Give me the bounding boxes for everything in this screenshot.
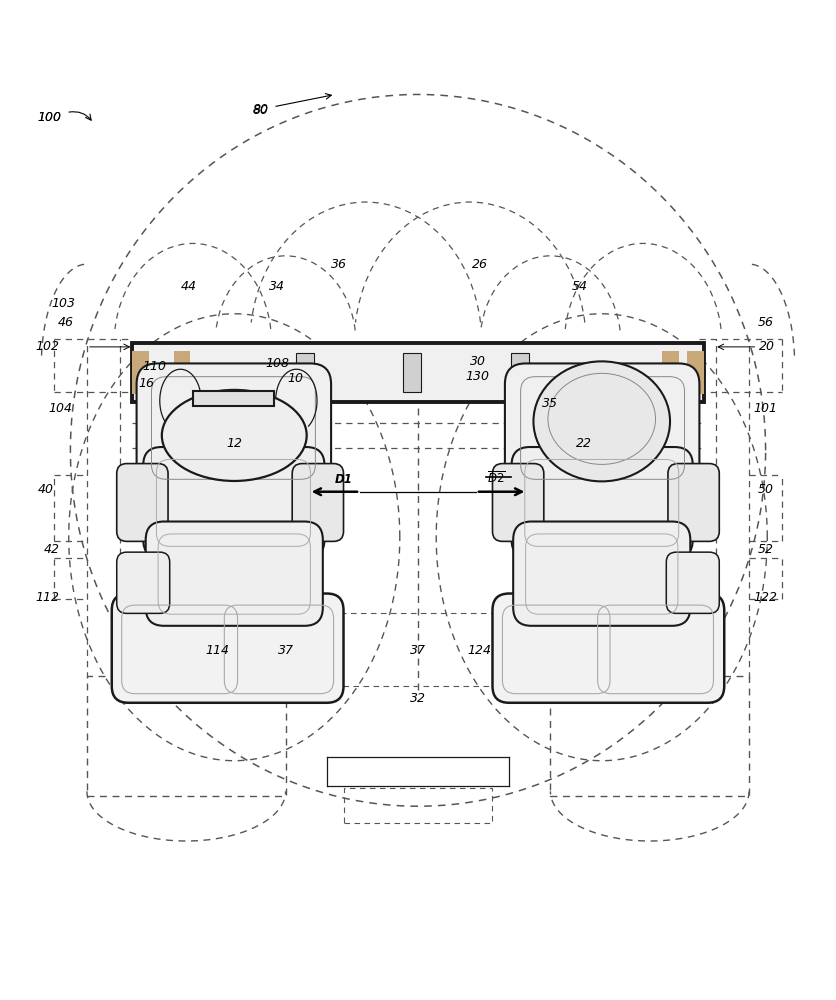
Text: 34: 34 xyxy=(269,280,285,293)
Text: 50: 50 xyxy=(757,483,773,496)
Text: 80: 80 xyxy=(252,104,268,117)
FancyBboxPatch shape xyxy=(492,594,724,703)
FancyBboxPatch shape xyxy=(293,464,344,541)
Text: 100: 100 xyxy=(38,111,62,124)
FancyBboxPatch shape xyxy=(668,464,719,541)
Text: 52: 52 xyxy=(757,543,773,556)
Text: 37: 37 xyxy=(278,644,293,657)
Bar xyxy=(511,353,529,392)
Bar xyxy=(550,676,749,796)
Text: 110: 110 xyxy=(143,360,167,373)
Ellipse shape xyxy=(548,373,655,464)
Text: 10: 10 xyxy=(288,372,303,385)
Text: 100: 100 xyxy=(38,111,62,124)
FancyBboxPatch shape xyxy=(513,522,691,626)
Text: 36: 36 xyxy=(331,258,348,271)
FancyBboxPatch shape xyxy=(117,464,168,541)
Bar xyxy=(132,351,149,394)
Text: 12: 12 xyxy=(227,437,242,450)
FancyBboxPatch shape xyxy=(505,363,700,492)
Text: 56: 56 xyxy=(757,316,773,329)
Ellipse shape xyxy=(533,361,670,481)
Text: 103: 103 xyxy=(52,297,76,310)
FancyBboxPatch shape xyxy=(666,552,719,613)
Text: 32: 32 xyxy=(410,692,426,705)
FancyBboxPatch shape xyxy=(136,363,331,492)
Text: 42: 42 xyxy=(44,543,60,556)
Text: 112: 112 xyxy=(35,591,59,604)
Text: $\overline{D2}$: $\overline{D2}$ xyxy=(487,470,506,486)
Text: 102: 102 xyxy=(35,340,59,353)
Text: 40: 40 xyxy=(38,483,54,496)
Bar xyxy=(174,351,191,394)
FancyBboxPatch shape xyxy=(145,522,323,626)
FancyBboxPatch shape xyxy=(117,552,170,613)
Text: 37: 37 xyxy=(410,644,426,657)
Text: 35: 35 xyxy=(543,397,558,410)
Bar xyxy=(132,343,704,402)
Text: 22: 22 xyxy=(575,437,592,450)
Bar xyxy=(87,676,286,796)
Text: 104: 104 xyxy=(48,402,73,415)
FancyBboxPatch shape xyxy=(112,594,344,703)
Bar xyxy=(344,788,492,823)
FancyBboxPatch shape xyxy=(492,464,543,541)
Bar xyxy=(662,351,679,394)
Text: 108: 108 xyxy=(265,357,289,370)
Bar xyxy=(193,391,274,406)
Text: 80: 80 xyxy=(252,103,268,116)
Text: 54: 54 xyxy=(571,280,588,293)
Text: 44: 44 xyxy=(181,280,196,293)
Text: 20: 20 xyxy=(759,340,775,353)
Text: D1: D1 xyxy=(334,473,353,486)
Text: 16: 16 xyxy=(139,377,155,390)
FancyBboxPatch shape xyxy=(143,447,324,558)
Bar xyxy=(687,351,704,394)
Bar xyxy=(295,353,314,392)
Ellipse shape xyxy=(162,390,307,481)
FancyBboxPatch shape xyxy=(512,447,693,558)
Text: 122: 122 xyxy=(753,591,777,604)
Text: 30: 30 xyxy=(470,355,486,368)
Bar xyxy=(323,613,513,686)
Text: 130: 130 xyxy=(466,370,490,383)
Text: 46: 46 xyxy=(59,316,74,329)
Bar xyxy=(403,353,421,392)
Text: 114: 114 xyxy=(206,644,230,657)
Text: 26: 26 xyxy=(472,258,488,271)
Text: 101: 101 xyxy=(753,402,777,415)
Text: 124: 124 xyxy=(467,644,492,657)
